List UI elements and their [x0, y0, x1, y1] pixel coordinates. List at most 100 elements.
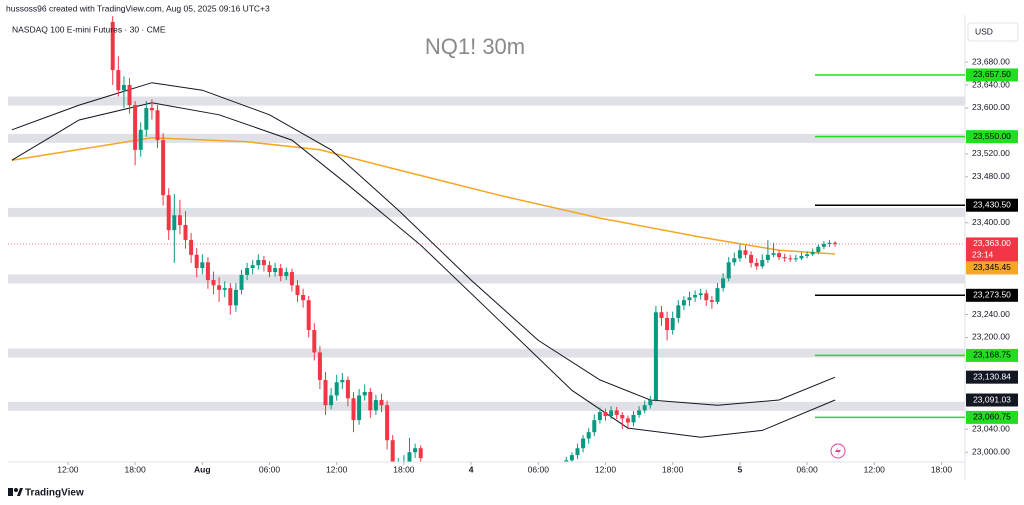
candle-body: [284, 272, 289, 277]
candle-body: [166, 195, 171, 231]
candle-body: [704, 293, 709, 301]
candle-body: [687, 297, 692, 301]
price-badge: [966, 198, 1018, 212]
candle-body: [597, 412, 602, 421]
y-tick-label: 23,000.00: [972, 446, 1010, 456]
price-badge-label: 23,550.00: [973, 131, 1011, 141]
price-badge-label: 23,345.45: [973, 262, 1011, 272]
candle-body: [681, 300, 686, 306]
x-tick-label: 12:00: [864, 464, 886, 474]
candle-body: [172, 215, 177, 231]
currency-box: [967, 22, 1019, 42]
x-tick-label: 06:00: [528, 464, 550, 474]
zone: [8, 401, 965, 411]
price-badge: [966, 288, 1018, 302]
zone: [8, 348, 965, 358]
price-badge: [966, 348, 1018, 362]
candle-body: [261, 260, 266, 266]
candle-body: [205, 262, 210, 281]
y-tick-label: 23,520.00: [972, 148, 1010, 158]
x-tick-label: 12:00: [326, 464, 348, 474]
candle-body: [385, 405, 390, 441]
candle-body: [301, 295, 306, 301]
x-tick-label: 18:00: [662, 464, 684, 474]
candle-body: [116, 70, 121, 91]
candle-body: [821, 243, 826, 247]
y-tick-label: 23,480.00: [972, 171, 1010, 181]
candle-body: [715, 288, 720, 302]
candle-body: [413, 448, 418, 453]
candle-body: [295, 285, 300, 296]
candle-body: [782, 257, 787, 259]
x-tick-label: Aug: [194, 464, 211, 474]
symbol-legend: NASDAQ 100 E-mini Futures · 30 · CME: [12, 24, 166, 34]
price-badge: [966, 393, 1018, 407]
x-tick-label: 18:00: [393, 464, 415, 474]
candle-body: [273, 268, 278, 273]
candle-body: [228, 288, 233, 306]
candle-body: [603, 412, 608, 417]
brand-logo: [8, 488, 23, 496]
candle-body: [211, 280, 216, 286]
candle-body: [788, 258, 793, 260]
candle-body: [312, 330, 317, 353]
candle-body: [648, 400, 653, 406]
candle-body: [245, 268, 250, 275]
price-badge: [966, 261, 1018, 275]
candle-body: [833, 242, 838, 244]
candle-body: [816, 246, 821, 252]
candle-body: [777, 253, 782, 258]
candle-body: [625, 418, 630, 423]
candle-body: [810, 251, 815, 255]
candle-body: [659, 312, 664, 318]
candle-body: [161, 140, 166, 196]
candle-body: [340, 379, 345, 383]
candle-body: [760, 260, 765, 267]
candle-body: [317, 352, 322, 380]
price-badge-label: 23,430.50: [973, 199, 1011, 209]
candle-body: [620, 414, 625, 419]
candle-body: [155, 110, 160, 141]
candle-body: [637, 410, 642, 415]
candle-body: [418, 448, 423, 458]
candle-body: [278, 268, 283, 277]
chart-title: NQ1! 30m: [425, 34, 525, 59]
price-badge-label: 23,363.00: [973, 238, 1011, 248]
candle-body: [357, 395, 362, 421]
x-tick-label: 12:00: [57, 464, 79, 474]
candle-body: [133, 105, 138, 150]
candle-body: [250, 265, 255, 269]
candle-body: [345, 379, 350, 399]
indicator-line: [11, 137, 836, 255]
price-badge: [966, 410, 1018, 424]
candle-body: [693, 295, 698, 298]
candle-body: [351, 398, 356, 421]
candle-body: [194, 254, 199, 269]
candle-body: [827, 242, 832, 244]
x-tick-label: 18:00: [124, 464, 146, 474]
candle-body: [379, 400, 384, 406]
price-badge-label: 23,130.84: [973, 371, 1011, 381]
candle-body: [631, 414, 636, 423]
price-badge-label: 23,273.50: [973, 290, 1011, 300]
candle-body: [217, 285, 222, 290]
price-badge-label: 23,168.75: [973, 350, 1011, 360]
candle-body: [771, 253, 776, 255]
indicator-line: [11, 82, 836, 406]
price-badge-label: 23,657.50: [973, 69, 1011, 79]
candle-body: [110, 21, 115, 71]
y-tick-label: 23,400.00: [972, 217, 1010, 227]
price-badge: [966, 130, 1018, 144]
candle-body: [726, 262, 731, 279]
candle-body: [373, 400, 378, 411]
candle-body: [721, 278, 726, 289]
candle-body: [743, 250, 748, 255]
y-tick-label: 23,600.00: [972, 102, 1010, 112]
candle-body: [306, 300, 311, 331]
candle-body: [609, 410, 614, 417]
candle-body: [614, 410, 619, 415]
candle-body: [334, 382, 339, 396]
price-badge-label: 23,060.75: [973, 412, 1011, 422]
x-tick-label: 06:00: [259, 464, 281, 474]
